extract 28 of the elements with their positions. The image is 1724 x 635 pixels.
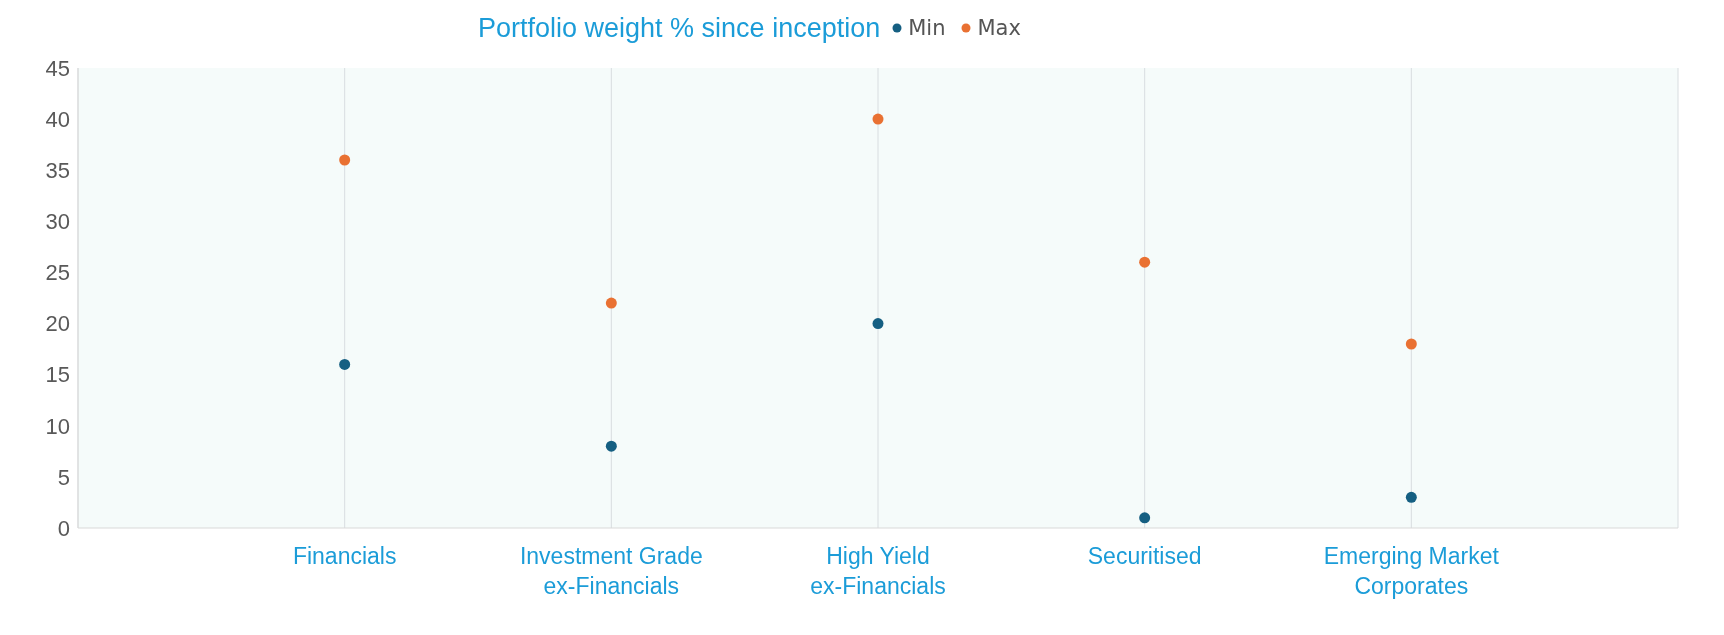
y-tick-label: 20 <box>45 311 70 337</box>
point <box>1405 338 1417 350</box>
x-tick-label: Investment Grade ex-Financials <box>519 543 703 599</box>
y-tick-label: 35 <box>45 158 70 184</box>
y-tick-label: 25 <box>45 260 70 286</box>
point <box>1139 512 1151 524</box>
x-tick-label: Emerging Market Corporates <box>1323 543 1500 599</box>
point <box>605 440 617 452</box>
y-tick-label: 10 <box>45 413 70 439</box>
x-tick-label: High Yield ex-Financials <box>810 543 946 599</box>
y-tick-label: 5 <box>57 464 70 490</box>
chart-title: Portfolio weight % since inception <box>478 12 881 44</box>
legend-label: Min <box>908 16 946 40</box>
point <box>339 154 351 166</box>
point <box>1405 491 1417 503</box>
x-tick-label: Securitised <box>1087 543 1202 569</box>
y-tick-label: 40 <box>45 106 70 132</box>
y-tick-label: 30 <box>45 209 70 235</box>
y-tick-label: 15 <box>45 362 70 388</box>
point <box>872 113 884 125</box>
point <box>1139 256 1151 268</box>
legend-label: Max <box>977 16 1021 40</box>
y-tick-label: 45 <box>45 55 70 81</box>
y-tick-label: 0 <box>57 515 70 541</box>
point <box>872 318 884 330</box>
point <box>605 297 617 309</box>
point <box>339 358 351 370</box>
x-tick-label: Financials <box>292 543 397 569</box>
